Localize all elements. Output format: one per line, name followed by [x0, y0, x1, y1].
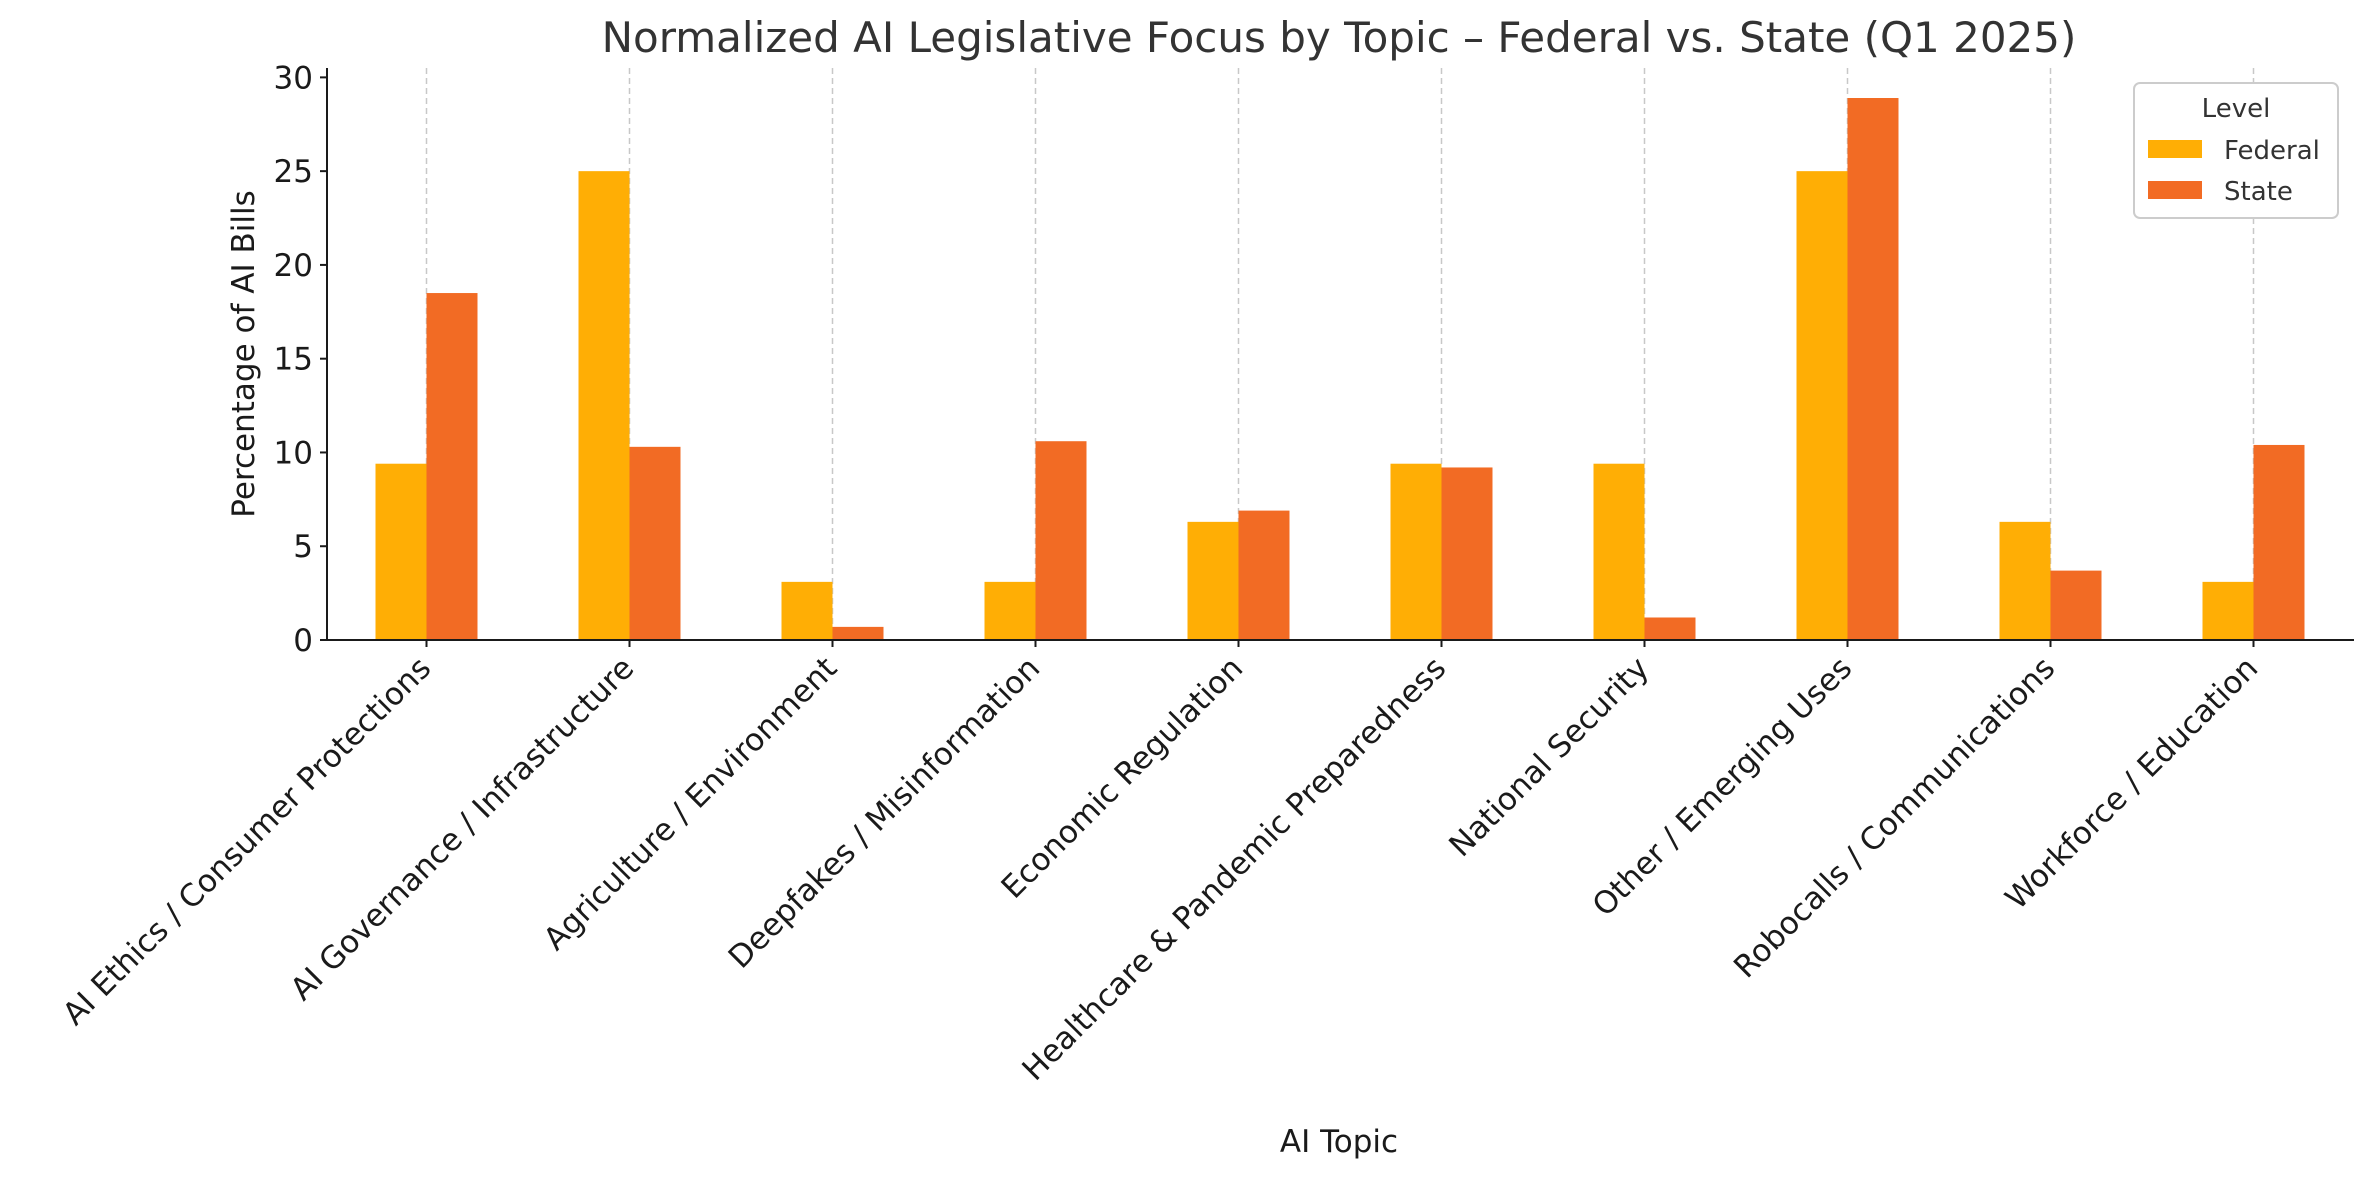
y-tick-label: 5 — [293, 529, 313, 565]
bar-state-robocalls-communications — [2050, 570, 2102, 640]
bar-state-deepfakes-misinformation — [1035, 441, 1087, 640]
chart-title: Normalized AI Legislative Focus by Topic… — [602, 13, 2077, 62]
bar-federal-robocalls-communications — [1999, 521, 2051, 640]
y-axis-label: Percentage of AI Bills — [226, 190, 262, 517]
y-tick-label: 20 — [274, 248, 313, 284]
axes — [326, 68, 2354, 641]
bar-state-ai-governance-infrastructure — [629, 446, 681, 640]
bar-state-national-security — [1644, 617, 1696, 640]
y-tick-label: 25 — [274, 154, 313, 190]
bar-federal-deepfakes-misinformation — [984, 581, 1036, 640]
bar-state-healthcare-pandemic-preparedness — [1441, 467, 1493, 640]
bar-state-economic-regulation — [1238, 510, 1290, 640]
y-tick-label: 10 — [274, 435, 313, 471]
legend-swatch-state — [2148, 181, 2202, 199]
bar-federal-other-emerging-uses — [1796, 171, 1848, 641]
gridlines — [425, 68, 2255, 640]
legend-swatch-federal — [2148, 140, 2202, 158]
x-tick-label: Robocalls / Communications — [1727, 650, 2062, 985]
bar-federal-agriculture-environment — [781, 581, 833, 640]
y-ticks: 0 5 10 15 20 25 30 — [274, 60, 327, 659]
bar-federal-workforce-education — [2202, 581, 2254, 640]
bar-state-ai-ethics-consumer-protections — [426, 293, 478, 640]
x-tick-label: AI Governance / Infrastructure — [284, 650, 641, 1007]
bar-state-other-emerging-uses — [1847, 98, 1899, 641]
y-tick-label: 15 — [274, 342, 313, 378]
bar-federal-healthcare-pandemic-preparedness — [1390, 463, 1442, 640]
bars — [375, 98, 2305, 641]
y-tick-label: 30 — [274, 60, 313, 96]
x-tick-label: Healthcare & Pandemic Preparedness — [1015, 650, 1453, 1088]
bar-state-workforce-education — [2253, 444, 2305, 640]
bar-federal-ai-governance-infrastructure — [578, 171, 630, 641]
x-axis-label: AI Topic — [1280, 1124, 1398, 1160]
x-tick-label: National Security — [1442, 650, 1656, 864]
y-tick-label: 0 — [293, 623, 313, 659]
legend-label-state: State — [2224, 177, 2293, 207]
legend-label-federal: Federal — [2224, 136, 2320, 166]
bar-federal-ai-ethics-consumer-protections — [375, 463, 427, 640]
legend: Level Federal State — [2133, 82, 2339, 219]
legend-title: Level — [2202, 94, 2271, 124]
bar-federal-national-security — [1593, 463, 1645, 640]
bar-state-agriculture-environment — [832, 626, 884, 640]
bar-federal-economic-regulation — [1187, 521, 1239, 640]
x-tick-label: AI Ethics / Consumer Protections — [56, 650, 438, 1032]
